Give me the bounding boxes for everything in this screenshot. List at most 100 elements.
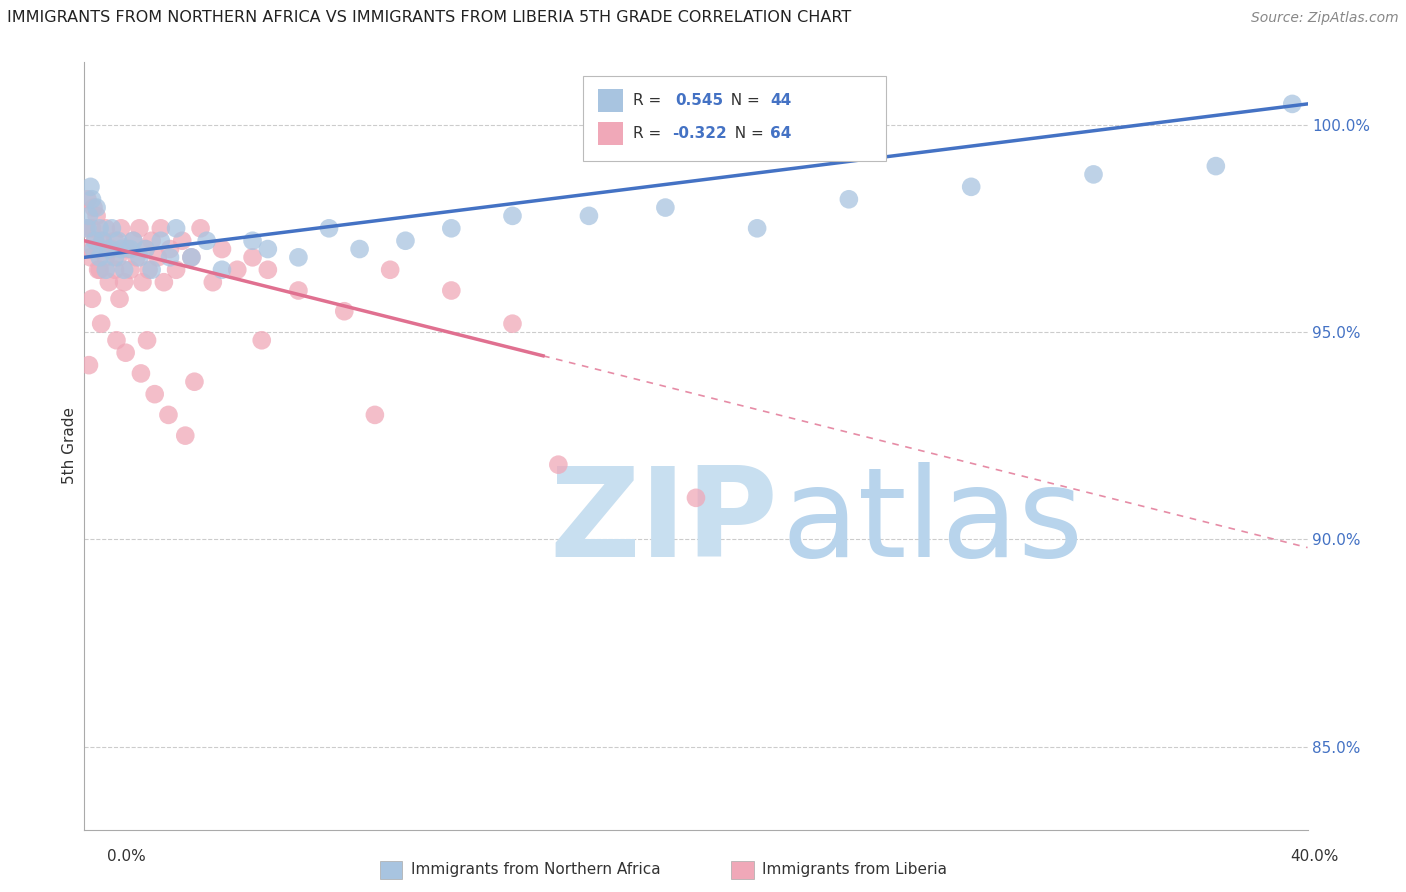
- Point: [143, 387, 166, 401]
- Point: [112, 262, 135, 277]
- Text: IMMIGRANTS FROM NORTHERN AFRICA VS IMMIGRANTS FROM LIBERIA 5TH GRADE CORRELATION: IMMIGRANTS FROM NORTHERN AFRICA VS IMMIG…: [7, 11, 851, 25]
- Text: N =: N =: [721, 94, 765, 108]
- Point: [149, 234, 172, 248]
- Point: [77, 358, 100, 372]
- Point: [80, 292, 103, 306]
- Point: [89, 250, 111, 264]
- Point: [76, 192, 98, 206]
- Point: [101, 221, 124, 235]
- Point: [120, 242, 142, 256]
- Point: [157, 408, 180, 422]
- Point: [114, 345, 136, 359]
- Point: [172, 234, 194, 248]
- Point: [654, 201, 676, 215]
- Point: [159, 250, 181, 264]
- Point: [1205, 159, 1227, 173]
- Point: [97, 242, 120, 256]
- Point: [84, 234, 107, 248]
- Point: [153, 275, 176, 289]
- Point: [180, 250, 202, 264]
- Point: [77, 209, 100, 223]
- Point: [502, 317, 524, 331]
- Point: [380, 262, 402, 277]
- Point: [105, 333, 128, 347]
- Point: [101, 242, 124, 256]
- Point: [128, 221, 150, 235]
- Point: [128, 250, 150, 264]
- Point: [122, 234, 145, 248]
- Point: [75, 221, 97, 235]
- Point: [104, 250, 127, 264]
- Point: [79, 179, 101, 194]
- Point: [77, 242, 100, 256]
- Point: [138, 262, 160, 277]
- Point: [112, 275, 135, 289]
- Point: [685, 491, 707, 505]
- Point: [190, 221, 212, 235]
- Point: [226, 262, 249, 277]
- Text: Immigrants from Liberia: Immigrants from Liberia: [762, 863, 948, 877]
- Point: [104, 234, 127, 248]
- Point: [174, 428, 197, 442]
- Point: [136, 333, 159, 347]
- Point: [110, 242, 132, 256]
- Point: [318, 221, 340, 235]
- Point: [89, 242, 111, 256]
- Text: Source: ZipAtlas.com: Source: ZipAtlas.com: [1251, 12, 1399, 25]
- Point: [120, 262, 142, 277]
- Point: [79, 250, 101, 264]
- Point: [250, 333, 273, 347]
- Point: [257, 242, 280, 256]
- Point: [960, 179, 983, 194]
- Text: R =: R =: [633, 94, 671, 108]
- Point: [440, 221, 463, 235]
- Point: [364, 408, 387, 422]
- Point: [1083, 168, 1105, 182]
- Point: [257, 262, 280, 277]
- Text: atlas: atlas: [782, 462, 1084, 583]
- Point: [242, 250, 264, 264]
- Point: [135, 242, 157, 256]
- Point: [90, 317, 112, 331]
- Point: [107, 234, 129, 248]
- Point: [94, 262, 117, 277]
- Point: [125, 250, 148, 264]
- Text: 64: 64: [770, 127, 792, 141]
- Point: [165, 221, 187, 235]
- Point: [86, 209, 108, 223]
- Point: [89, 221, 111, 235]
- Point: [89, 262, 111, 277]
- Text: 40.0%: 40.0%: [1291, 849, 1339, 863]
- Point: [747, 221, 769, 235]
- Text: 44: 44: [770, 94, 792, 108]
- Point: [131, 275, 153, 289]
- Point: [104, 262, 127, 277]
- Point: [201, 275, 224, 289]
- Point: [115, 242, 138, 256]
- Point: [80, 192, 103, 206]
- Point: [122, 234, 145, 248]
- Text: Immigrants from Northern Africa: Immigrants from Northern Africa: [411, 863, 661, 877]
- Point: [141, 262, 163, 277]
- Point: [146, 250, 169, 264]
- Point: [107, 250, 129, 264]
- Point: [838, 192, 860, 206]
- Point: [91, 234, 114, 248]
- Point: [141, 234, 163, 248]
- Point: [502, 209, 524, 223]
- Text: R =: R =: [633, 127, 666, 141]
- Point: [183, 375, 205, 389]
- Text: 0.545: 0.545: [675, 94, 723, 108]
- Point: [1281, 96, 1303, 111]
- Point: [97, 275, 120, 289]
- Point: [440, 284, 463, 298]
- Point: [135, 242, 157, 256]
- Text: 0.0%: 0.0%: [107, 849, 146, 863]
- Text: N =: N =: [725, 127, 769, 141]
- Text: ZIP: ZIP: [550, 462, 778, 583]
- Point: [108, 292, 131, 306]
- Point: [394, 234, 416, 248]
- Point: [333, 304, 356, 318]
- Point: [165, 262, 187, 277]
- Point: [159, 242, 181, 256]
